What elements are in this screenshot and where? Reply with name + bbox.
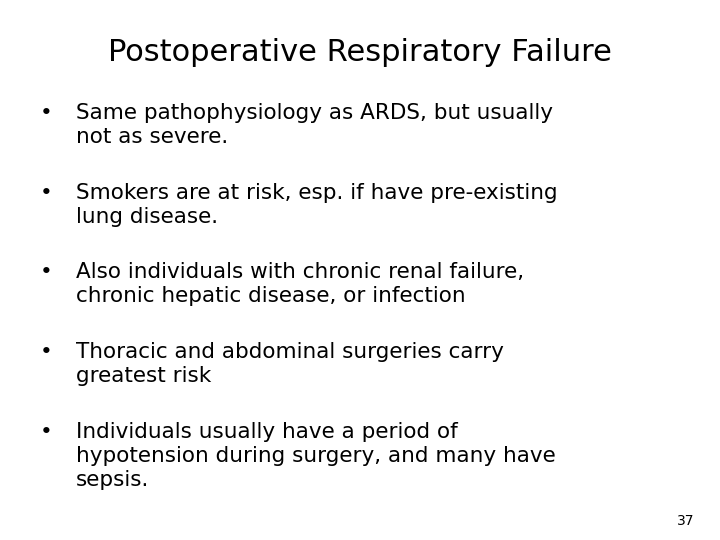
Text: Also individuals with chronic renal failure,
chronic hepatic disease, or infecti: Also individuals with chronic renal fail… xyxy=(76,262,523,306)
Text: •: • xyxy=(40,342,53,362)
Text: 37: 37 xyxy=(678,514,695,528)
Text: Individuals usually have a period of
hypotension during surgery, and many have
s: Individuals usually have a period of hyp… xyxy=(76,422,555,490)
Text: •: • xyxy=(40,422,53,442)
Text: •: • xyxy=(40,183,53,202)
Text: Postoperative Respiratory Failure: Postoperative Respiratory Failure xyxy=(108,38,612,67)
Text: Same pathophysiology as ARDS, but usually
not as severe.: Same pathophysiology as ARDS, but usuall… xyxy=(76,103,553,146)
Text: •: • xyxy=(40,262,53,282)
Text: Thoracic and abdominal surgeries carry
greatest risk: Thoracic and abdominal surgeries carry g… xyxy=(76,342,503,386)
Text: •: • xyxy=(40,103,53,123)
Text: Smokers are at risk, esp. if have pre-existing
lung disease.: Smokers are at risk, esp. if have pre-ex… xyxy=(76,183,557,226)
